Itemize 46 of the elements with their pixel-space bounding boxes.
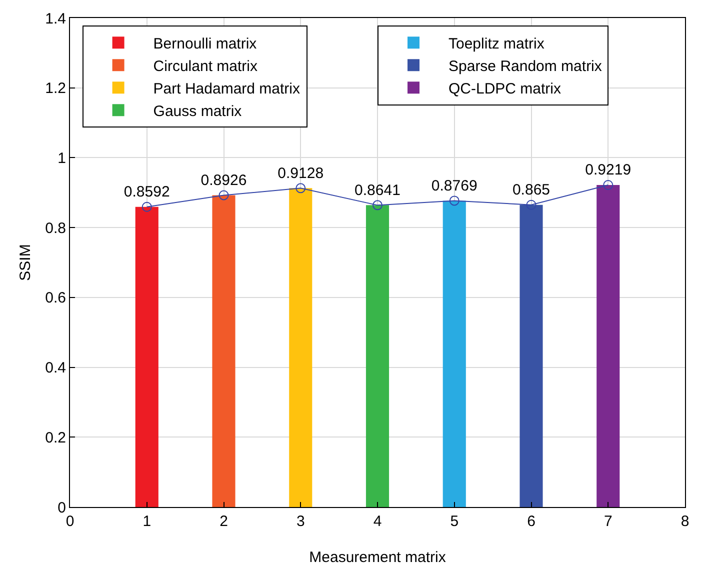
bar <box>366 205 390 507</box>
legend-label: Circulant matrix <box>153 58 258 75</box>
legend-label: Sparse Random matrix <box>448 58 602 75</box>
x-tick-label: 4 <box>373 513 382 530</box>
bar <box>135 206 158 507</box>
bar <box>520 204 543 507</box>
data-label: 0.865 <box>512 181 550 198</box>
x-tick-label: 8 <box>680 513 690 530</box>
y-tick-label: 0.2 <box>45 429 66 446</box>
y-tick-label: 1.2 <box>45 80 66 98</box>
x-tick-label: 5 <box>450 513 459 530</box>
bar <box>212 195 236 507</box>
y-axis-title: SSIM <box>17 244 34 281</box>
x-axis-title: Measurement matrix <box>309 549 446 566</box>
point <box>142 202 152 212</box>
data-label: 0.8592 <box>124 184 170 201</box>
point <box>218 190 229 200</box>
data-label: 0.8926 <box>200 172 247 189</box>
legend-label: Part Hadamard matrix <box>153 80 301 98</box>
bar <box>442 200 466 507</box>
y-tick-label: 0.4 <box>45 360 66 377</box>
bar <box>596 184 620 507</box>
legend-label: Gauss matrix <box>153 102 242 120</box>
legend-label: Bernoulli matrix <box>153 35 258 52</box>
bar <box>289 188 312 507</box>
x-tick-label: 3 <box>296 513 305 530</box>
data-label: 0.9219 <box>585 162 632 179</box>
x-tick-label: 1 <box>142 513 152 530</box>
x-tick-label: 7 <box>604 513 612 530</box>
point <box>296 183 306 194</box>
y-tick-label: 0 <box>58 499 66 516</box>
point <box>603 180 614 190</box>
legend-label: Toeplitz matrix <box>448 35 545 52</box>
point <box>449 196 460 206</box>
point <box>526 200 536 210</box>
y-tick-label: 1 <box>58 150 66 167</box>
y-tick-label: 0.8 <box>45 220 66 237</box>
data-label: 0.8641 <box>354 182 400 199</box>
x-tick-label: 6 <box>527 513 536 530</box>
data-label: 0.8769 <box>431 177 478 194</box>
point <box>372 200 382 210</box>
y-tick-label: 0.6 <box>45 290 66 307</box>
data-label: 0.9128 <box>278 164 324 182</box>
legend-label: QC-LDPC matrix <box>448 80 562 98</box>
y-tick-label: 1.4 <box>45 10 66 28</box>
x-tick-label: 2 <box>220 513 228 530</box>
